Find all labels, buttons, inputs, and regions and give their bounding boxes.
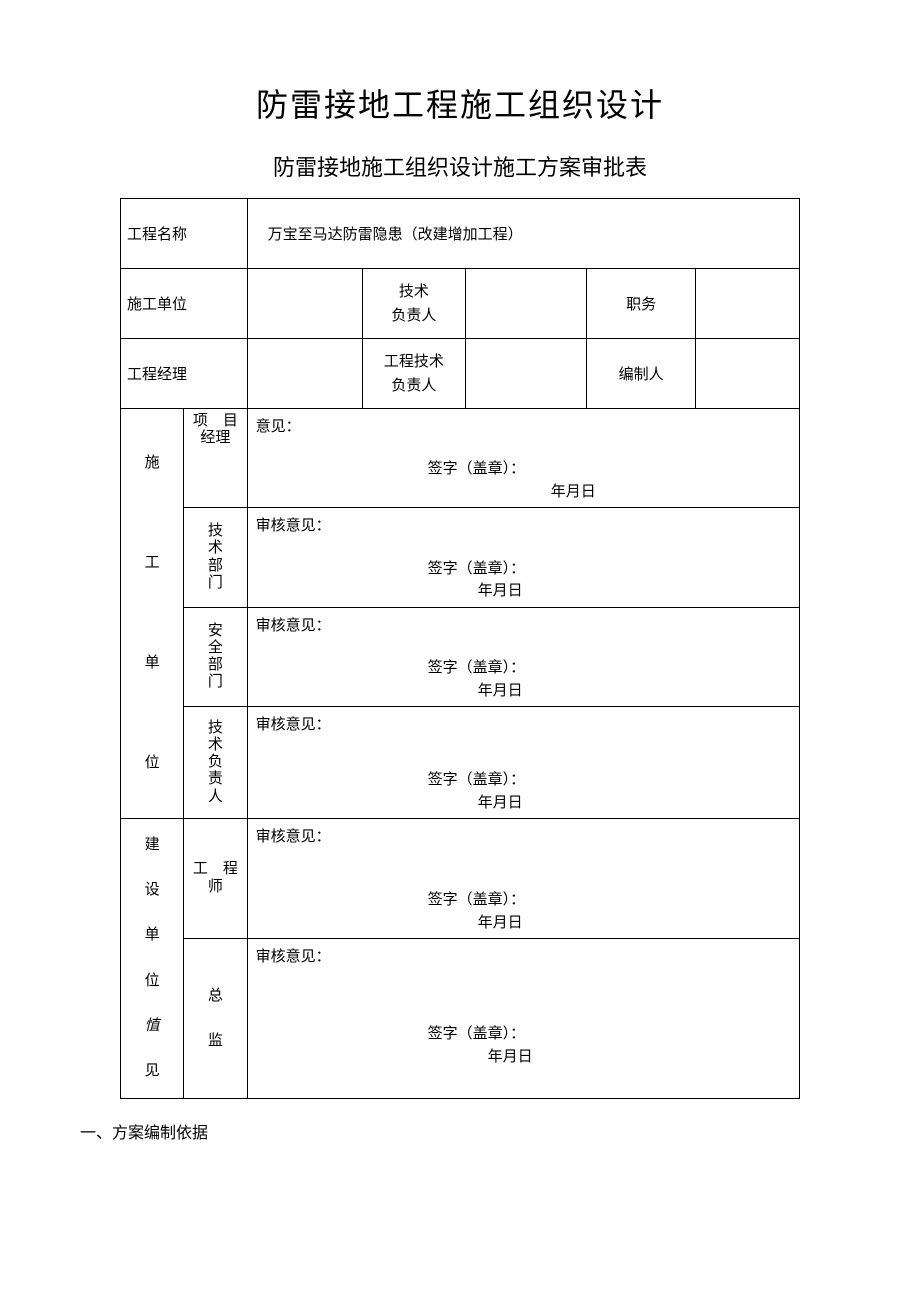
role-safety-dept: 安 全 部 门 bbox=[184, 607, 247, 706]
project-manager-value bbox=[247, 339, 362, 409]
eng-tech-label: 工程技术负责人 bbox=[362, 339, 466, 409]
project-name-label: 工程名称 bbox=[121, 199, 248, 269]
role-tech-person: 技 术 负 责 人 bbox=[184, 707, 247, 819]
approval-table: 工程名称 万宝至马达防雷隐患（改建增加工程） 施工单位 技术负责人 职务 工程经… bbox=[120, 198, 800, 1099]
role-engineer: 工 程师 bbox=[184, 819, 247, 939]
opinion-tech-dept: 审核意见： 签字（盖章）： 年月日 bbox=[247, 508, 799, 607]
main-title: 防雷接地工程施工组织设计 bbox=[80, 80, 840, 126]
compiler-value bbox=[696, 339, 800, 409]
role-project-manager: 项 目经理 bbox=[184, 409, 247, 508]
construction-unit-value bbox=[247, 269, 362, 339]
position-label: 职务 bbox=[587, 269, 696, 339]
construction-unit-label: 施工单位 bbox=[121, 269, 248, 339]
role-tech-dept: 技 术 部 门 bbox=[184, 508, 247, 607]
role-supervisor: 总 监 bbox=[184, 939, 247, 1099]
tech-responsible-value bbox=[466, 269, 587, 339]
construction-unit-header: 施 工 单 位 bbox=[121, 409, 184, 819]
tech-responsible-label: 技术负责人 bbox=[362, 269, 466, 339]
project-manager-label: 工程经理 bbox=[121, 339, 248, 409]
position-value bbox=[696, 269, 800, 339]
compiler-label: 编制人 bbox=[587, 339, 696, 409]
opinion-project-manager: 意见： 签字（盖章）： 年月日 bbox=[247, 409, 799, 508]
eng-tech-value bbox=[466, 339, 587, 409]
opinion-supervisor: 审核意见： 签字（盖章）： 年月日 bbox=[247, 939, 799, 1099]
opinion-safety-dept: 审核意见： 签字（盖章）： 年月日 bbox=[247, 607, 799, 706]
sub-title: 防雷接地施工组织设计施工方案审批表 bbox=[80, 150, 840, 182]
build-unit-header: 建 设 单 位 㥀 见 bbox=[121, 819, 184, 1099]
opinion-tech-person: 审核意见： 签字（盖章）： 年月日 bbox=[247, 707, 799, 819]
section-heading-1: 一、方案编制依据 bbox=[80, 1119, 840, 1143]
opinion-engineer: 审核意见： 签字（盖章）： 年月日 bbox=[247, 819, 799, 939]
project-name-value: 万宝至马达防雷隐患（改建增加工程） bbox=[247, 199, 799, 269]
